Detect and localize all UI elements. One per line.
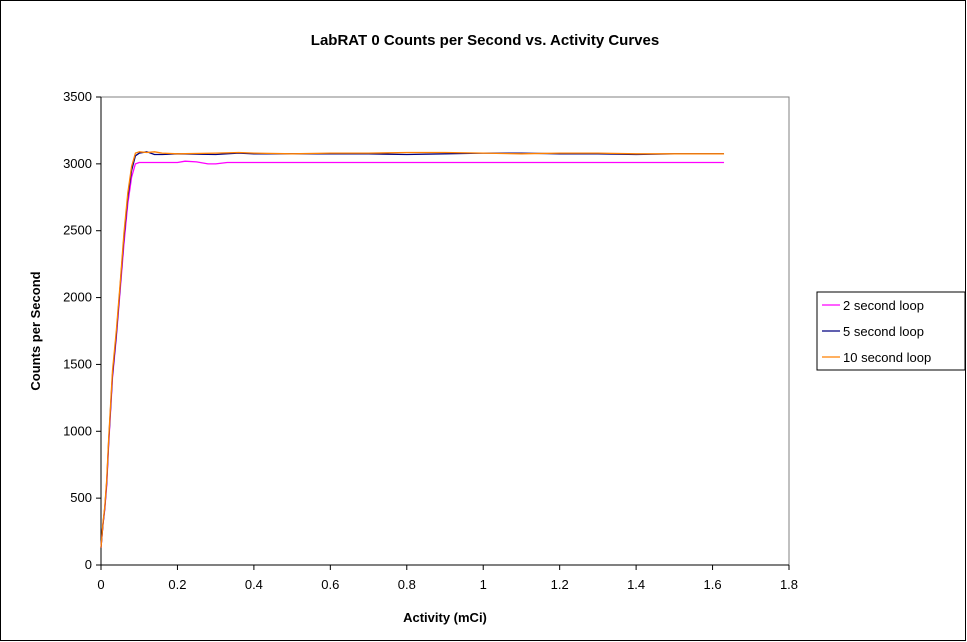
series-layer — [100, 151, 725, 548]
x-axis: 0 0.2 0.4 0.6 0.8 1 1.2 1.4 1.6 1.8 — [97, 564, 798, 592]
x-tick-label: 0.6 — [321, 577, 339, 592]
legend-box — [816, 291, 966, 371]
x-tick-label: 0.8 — [398, 577, 416, 592]
x-tick-label: 1.6 — [704, 577, 722, 592]
series-line-3 — [100, 151, 725, 548]
y-axis-label: Counts per Second — [28, 271, 43, 390]
x-tick-label: 1 — [480, 577, 487, 592]
x-tick-label: 1.4 — [627, 577, 645, 592]
x-axis-label: Activity (mCi) — [403, 610, 487, 625]
legend-label: 5 second loop — [843, 324, 924, 339]
y-axis: 0 500 1000 1500 2000 2500 3000 3500 — [63, 89, 102, 572]
legend-label: 10 second loop — [843, 350, 931, 365]
legend-label: 2 second loop — [843, 298, 924, 313]
y-tick-label: 1500 — [63, 356, 92, 371]
y-tick-label: 0 — [85, 557, 92, 572]
legend: 2 second loop 5 second loop 10 second loop — [816, 291, 966, 371]
x-tick-label: 0.4 — [245, 577, 263, 592]
y-tick-label: 3000 — [63, 156, 92, 171]
chart-title: LabRAT 0 Counts per Second vs. Activity … — [311, 32, 659, 49]
y-tick-label: 500 — [70, 490, 92, 505]
x-tick-label: 0 — [97, 577, 104, 592]
x-tick-label: 1.2 — [551, 577, 569, 592]
y-tick-label: 3500 — [63, 89, 92, 104]
y-tick-label: 2000 — [63, 290, 92, 305]
x-tick-label: 0.2 — [168, 577, 186, 592]
y-tick-label: 2500 — [63, 223, 92, 238]
y-tick-label: 1000 — [63, 423, 92, 438]
plot-area — [100, 96, 790, 566]
x-tick-label: 1.8 — [780, 577, 798, 592]
